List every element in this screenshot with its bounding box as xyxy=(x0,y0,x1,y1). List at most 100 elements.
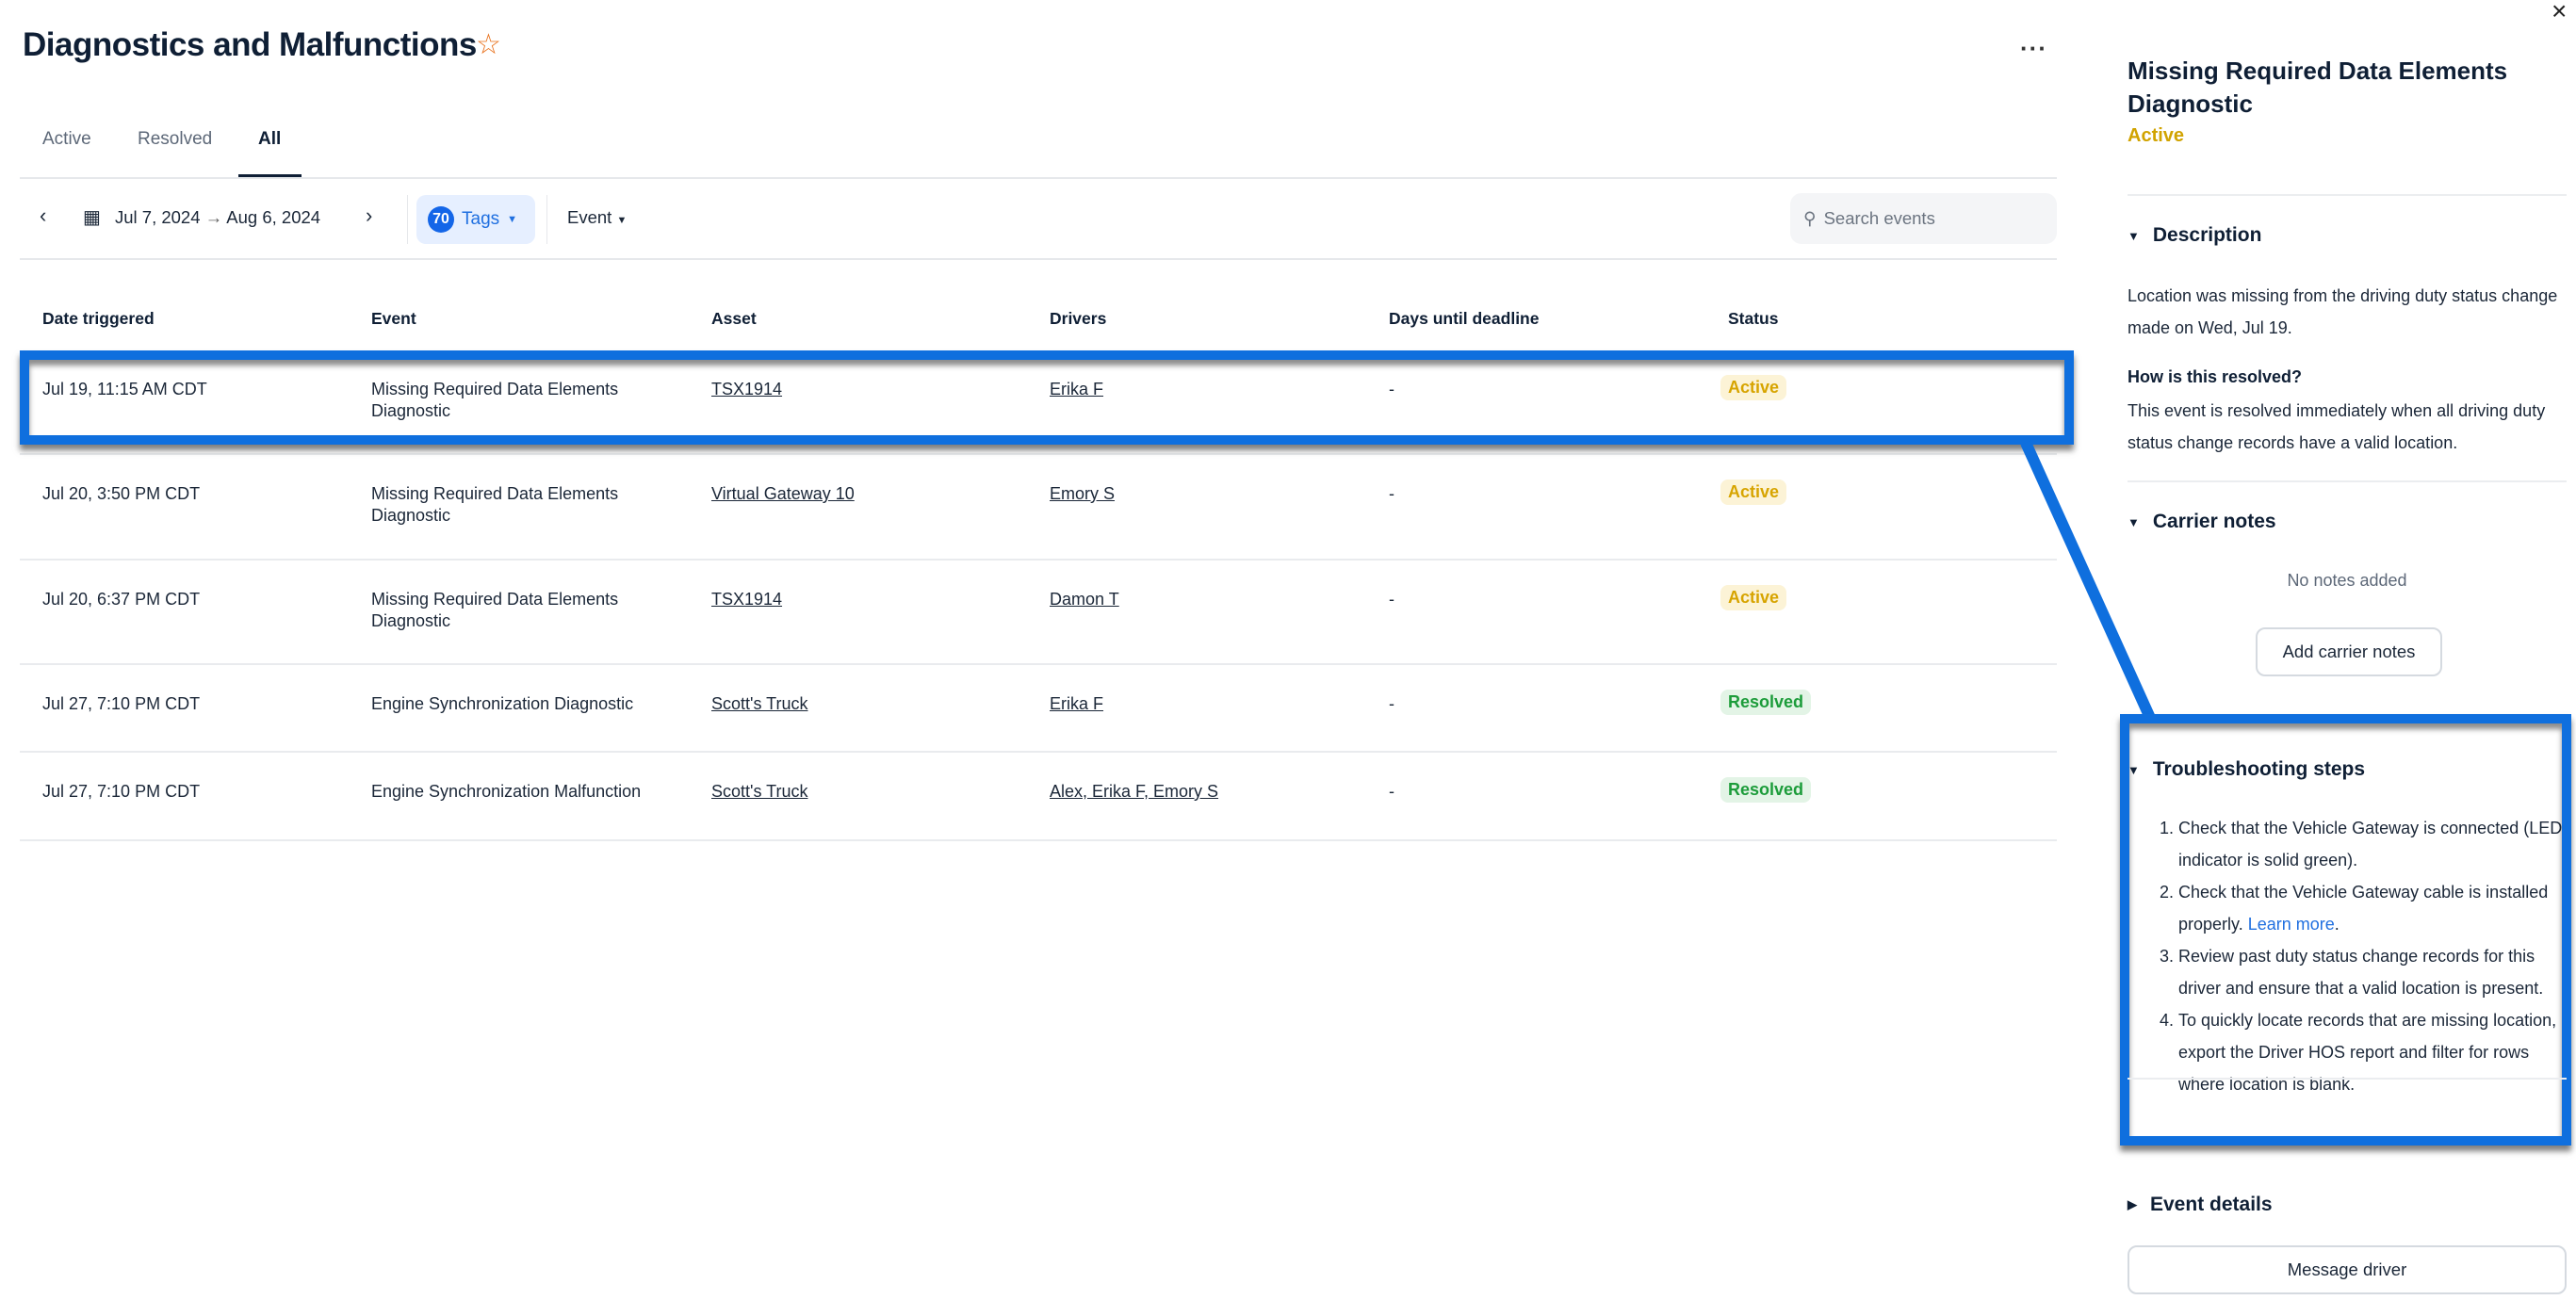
status-badge: Resolved xyxy=(1720,777,1812,803)
asset-link[interactable]: Virtual Gateway 10 xyxy=(711,484,855,503)
step: Check that the Vehicle Gateway cable is … xyxy=(2178,876,2570,940)
caret-right-icon: ▶ xyxy=(2128,1197,2137,1211)
tab-resolved[interactable]: Resolved xyxy=(138,129,213,149)
driver-link[interactable]: Erika F xyxy=(1050,380,1104,398)
troubleshooting-steps: Check that the Vehicle Gateway is connec… xyxy=(2128,812,2570,1100)
troubleshooting-highlight-annotation xyxy=(2120,714,2571,1146)
status-badge: Resolved xyxy=(1720,690,1812,715)
search-input[interactable]: ⚲ Search events xyxy=(1790,193,2057,244)
status-badge: Active xyxy=(1720,585,1787,610)
cell-event: Missing Required Data Elements Diagnosti… xyxy=(371,590,619,630)
message-driver-button[interactable]: Message driver xyxy=(2128,1245,2567,1294)
step-text: Check that the Vehicle Gateway cable is … xyxy=(2178,883,2549,934)
event-details-section-toggle[interactable]: ▶ Event details xyxy=(2128,1194,2273,1216)
panel-status: Active xyxy=(2128,125,2185,146)
step: To quickly locate records that are missi… xyxy=(2178,1004,2570,1100)
filter-divider xyxy=(546,195,547,244)
column-header-date[interactable]: Date triggered xyxy=(42,309,155,328)
column-header-event[interactable]: Event xyxy=(371,309,416,328)
add-carrier-notes-button[interactable]: Add carrier notes xyxy=(2256,627,2442,676)
cell-date: Jul 27, 7:10 PM CDT xyxy=(42,782,201,801)
filter-divider xyxy=(20,258,2057,260)
event-details-heading: Event details xyxy=(2150,1194,2273,1215)
no-notes-text: No notes added xyxy=(2287,571,2407,590)
table-row[interactable]: Jul 27, 7:10 PM CDT Engine Synchronizatio… xyxy=(20,665,2057,753)
favorite-star-icon[interactable]: ☆ xyxy=(476,29,501,60)
calendar-icon: ▦ xyxy=(83,207,101,228)
table-row[interactable]: Jul 20, 3:50 PM CDT Missing Required Data… xyxy=(20,455,2057,561)
tags-count-badge: 70 xyxy=(428,206,454,233)
search-icon: ⚲ xyxy=(1803,208,1817,228)
filter-divider xyxy=(407,195,408,244)
carrier-notes-heading: Carrier notes xyxy=(2152,511,2276,532)
column-header-drivers[interactable]: Drivers xyxy=(1050,309,1107,328)
caret-down-icon: ▼ xyxy=(507,214,518,225)
column-header-days[interactable]: Days until deadline xyxy=(1389,309,1540,328)
step-suffix: . xyxy=(2334,915,2340,934)
resolve-heading: How is this resolved? xyxy=(2128,367,2303,386)
next-range-chevron-icon[interactable]: › xyxy=(366,203,373,227)
driver-link[interactable]: Erika F xyxy=(1050,694,1104,713)
cell-date: Jul 20, 3:50 PM CDT xyxy=(42,484,201,503)
tab-all[interactable]: All xyxy=(258,129,282,149)
cell-days: - xyxy=(1389,694,1394,713)
caret-down-icon: ▼ xyxy=(2128,514,2140,529)
learn-more-link[interactable]: Learn more xyxy=(2247,915,2335,934)
asset-link[interactable]: TSX1914 xyxy=(711,380,783,398)
caret-down-icon: ▼ xyxy=(2128,228,2140,243)
column-header-status[interactable]: Status xyxy=(1728,309,1779,328)
divider xyxy=(2128,1078,2567,1080)
table-row[interactable]: Jul 27, 7:10 PM CDT Engine Synchronizatio… xyxy=(20,753,2057,841)
tab-active[interactable]: Active xyxy=(42,129,91,149)
driver-link[interactable]: Damon T xyxy=(1050,590,1119,609)
close-icon[interactable]: × xyxy=(2552,0,2568,25)
description-text: Location was missing from the driving du… xyxy=(2128,286,2558,337)
row-highlight-annotation xyxy=(20,350,2074,445)
carrier-notes-section-toggle[interactable]: ▼ Carrier notes xyxy=(2128,511,2276,533)
troubleshooting-section-toggle[interactable]: ▼ Troubleshooting steps xyxy=(2128,758,2365,781)
column-header-asset[interactable]: Asset xyxy=(711,309,757,328)
cell-event: Missing Required Data Elements Diagnosti… xyxy=(371,484,619,525)
step: Check that the Vehicle Gateway is connec… xyxy=(2178,812,2570,876)
tags-filter-button[interactable]: 70 Tags ▼ xyxy=(416,195,535,244)
description-heading: Description xyxy=(2152,224,2262,246)
cell-date: Jul 27, 7:10 PM CDT xyxy=(42,694,201,713)
date-end: Aug 6, 2024 xyxy=(226,207,321,227)
description-section-toggle[interactable]: ▼ Description xyxy=(2128,224,2261,247)
cell-event: Missing Required Data Elements Diagnosti… xyxy=(371,380,619,420)
cell-days: - xyxy=(1389,484,1394,503)
status-badge: Active xyxy=(1720,479,1787,505)
cell-event: Engine Synchronization Diagnostic xyxy=(371,694,634,713)
troubleshooting-heading: Troubleshooting steps xyxy=(2152,758,2366,780)
search-placeholder: Search events xyxy=(1823,208,1935,228)
event-filter-button[interactable]: Event ▼ xyxy=(567,207,627,228)
caret-down-icon: ▼ xyxy=(2128,762,2140,777)
caret-down-icon: ▼ xyxy=(616,215,628,226)
asset-link[interactable]: Scott's Truck xyxy=(711,782,808,801)
previous-range-chevron-icon[interactable]: ‹ xyxy=(40,203,47,227)
step: Review past duty status change records f… xyxy=(2178,940,2570,1004)
asset-link[interactable]: TSX1914 xyxy=(711,590,783,609)
panel-title: Missing Required Data Elements Diagnosti… xyxy=(2128,57,2508,118)
driver-link[interactable]: Alex, Erika F, Emory S xyxy=(1050,782,1219,801)
more-options-button[interactable]: ··· xyxy=(2020,34,2047,62)
table-row[interactable]: Jul 20, 6:37 PM CDT Missing Required Data… xyxy=(20,561,2057,665)
status-badge: Active xyxy=(1720,375,1787,400)
table-row[interactable]: Jul 19, 11:15 AM CDT Missing Required Dat… xyxy=(20,350,2057,455)
tags-label: Tags xyxy=(462,209,500,229)
cell-date: Jul 19, 11:15 AM CDT xyxy=(42,380,207,398)
date-range-button[interactable]: Jul 7, 2024 → Aug 6, 2024 xyxy=(115,207,320,228)
driver-link[interactable]: Emory S xyxy=(1050,484,1116,503)
asset-link[interactable]: Scott's Truck xyxy=(711,694,808,713)
resolve-text: This event is resolved immediately when … xyxy=(2128,401,2546,452)
cell-days: - xyxy=(1389,380,1394,398)
cell-days: - xyxy=(1389,782,1394,801)
date-arrow: → xyxy=(204,207,223,227)
date-start: Jul 7, 2024 xyxy=(115,207,201,227)
cell-days: - xyxy=(1389,590,1394,609)
cell-date: Jul 20, 6:37 PM CDT xyxy=(42,590,201,609)
tabs-divider xyxy=(20,177,2057,179)
event-filter-label: Event xyxy=(567,207,612,227)
divider xyxy=(2128,194,2567,196)
